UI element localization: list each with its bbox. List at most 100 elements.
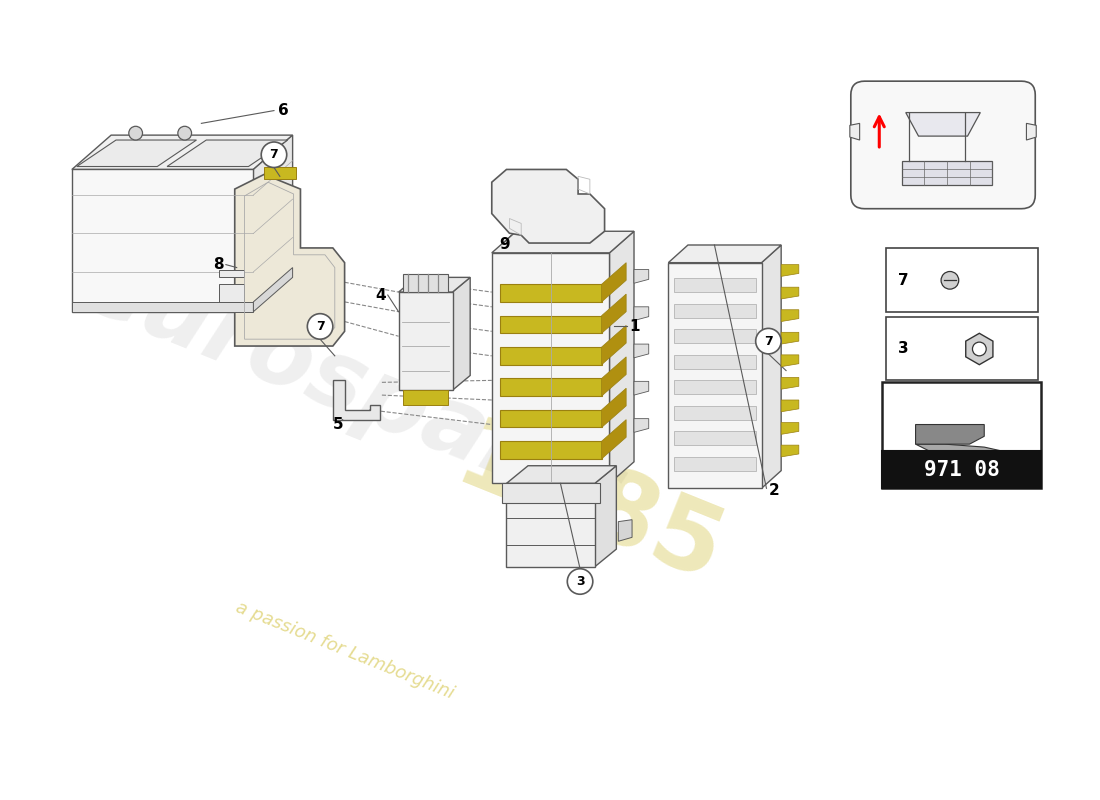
- Polygon shape: [602, 262, 626, 302]
- Polygon shape: [674, 431, 756, 445]
- Polygon shape: [492, 253, 609, 483]
- Polygon shape: [499, 316, 602, 334]
- Polygon shape: [602, 294, 626, 334]
- Circle shape: [261, 142, 287, 167]
- Polygon shape: [618, 520, 632, 542]
- Polygon shape: [781, 422, 799, 434]
- Polygon shape: [634, 270, 649, 283]
- Bar: [219, 284, 243, 302]
- Polygon shape: [669, 262, 761, 488]
- Bar: [219, 270, 243, 278]
- Text: 9: 9: [499, 238, 510, 253]
- Polygon shape: [499, 284, 602, 302]
- Text: 7: 7: [764, 334, 773, 348]
- Circle shape: [307, 314, 333, 339]
- Polygon shape: [602, 420, 626, 459]
- Bar: [882, 451, 1041, 488]
- Text: 3: 3: [575, 575, 584, 588]
- Bar: [887, 317, 1038, 380]
- Polygon shape: [915, 425, 984, 444]
- Text: 1985: 1985: [442, 411, 737, 605]
- Polygon shape: [1026, 123, 1036, 140]
- Polygon shape: [253, 135, 293, 312]
- Polygon shape: [674, 355, 756, 369]
- Polygon shape: [674, 304, 756, 318]
- Polygon shape: [905, 113, 980, 136]
- Polygon shape: [398, 292, 452, 390]
- Polygon shape: [634, 344, 649, 358]
- Text: 5: 5: [333, 417, 343, 432]
- Text: 1: 1: [629, 319, 639, 334]
- Text: 7: 7: [899, 273, 909, 288]
- Polygon shape: [506, 483, 595, 566]
- Polygon shape: [781, 445, 799, 457]
- Polygon shape: [781, 287, 799, 299]
- Text: 4: 4: [375, 287, 386, 302]
- Polygon shape: [595, 466, 616, 566]
- Polygon shape: [781, 310, 799, 322]
- Polygon shape: [634, 418, 649, 432]
- Polygon shape: [902, 161, 992, 185]
- Polygon shape: [72, 170, 253, 312]
- Polygon shape: [499, 442, 602, 459]
- Polygon shape: [850, 123, 859, 140]
- Polygon shape: [602, 326, 626, 365]
- Text: eurosparts: eurosparts: [69, 239, 640, 541]
- Circle shape: [568, 569, 593, 594]
- Text: 7: 7: [270, 148, 278, 162]
- Polygon shape: [634, 382, 649, 395]
- Polygon shape: [674, 406, 756, 420]
- Polygon shape: [404, 390, 448, 405]
- Polygon shape: [674, 380, 756, 394]
- Circle shape: [129, 126, 143, 140]
- Bar: [887, 248, 1038, 312]
- Polygon shape: [499, 347, 602, 365]
- Circle shape: [178, 126, 191, 140]
- Polygon shape: [452, 278, 470, 390]
- Polygon shape: [398, 278, 470, 292]
- Polygon shape: [674, 457, 756, 470]
- Polygon shape: [234, 174, 344, 346]
- FancyBboxPatch shape: [850, 81, 1035, 209]
- Polygon shape: [77, 140, 197, 166]
- Polygon shape: [502, 483, 600, 503]
- Polygon shape: [72, 135, 293, 170]
- Polygon shape: [634, 307, 649, 321]
- Text: 6: 6: [278, 103, 288, 118]
- Text: 7: 7: [316, 320, 324, 333]
- Text: 971 08: 971 08: [924, 460, 1000, 480]
- Polygon shape: [602, 388, 626, 427]
- Text: 2: 2: [769, 482, 779, 498]
- Polygon shape: [761, 245, 781, 488]
- Polygon shape: [915, 444, 1002, 461]
- Text: 8: 8: [213, 257, 224, 272]
- Text: a passion for Lamborghini: a passion for Lamborghini: [233, 598, 456, 702]
- Text: 3: 3: [899, 342, 909, 357]
- Polygon shape: [781, 378, 799, 390]
- Polygon shape: [253, 267, 293, 312]
- Polygon shape: [669, 245, 781, 262]
- Bar: [882, 382, 1041, 488]
- Circle shape: [942, 271, 959, 289]
- Polygon shape: [609, 231, 634, 483]
- Polygon shape: [492, 231, 634, 253]
- Polygon shape: [167, 140, 288, 166]
- Polygon shape: [499, 378, 602, 396]
- Polygon shape: [966, 334, 993, 365]
- Polygon shape: [781, 400, 799, 412]
- Polygon shape: [506, 466, 616, 483]
- Polygon shape: [781, 332, 799, 344]
- Polygon shape: [602, 357, 626, 396]
- Polygon shape: [781, 355, 799, 366]
- Polygon shape: [499, 410, 602, 427]
- Polygon shape: [674, 278, 756, 292]
- Circle shape: [972, 342, 987, 356]
- Polygon shape: [404, 274, 448, 292]
- Polygon shape: [333, 380, 380, 420]
- Circle shape: [756, 328, 781, 354]
- Polygon shape: [781, 265, 799, 276]
- Polygon shape: [674, 330, 756, 343]
- Polygon shape: [264, 166, 296, 179]
- Polygon shape: [492, 170, 605, 243]
- Polygon shape: [72, 302, 253, 312]
